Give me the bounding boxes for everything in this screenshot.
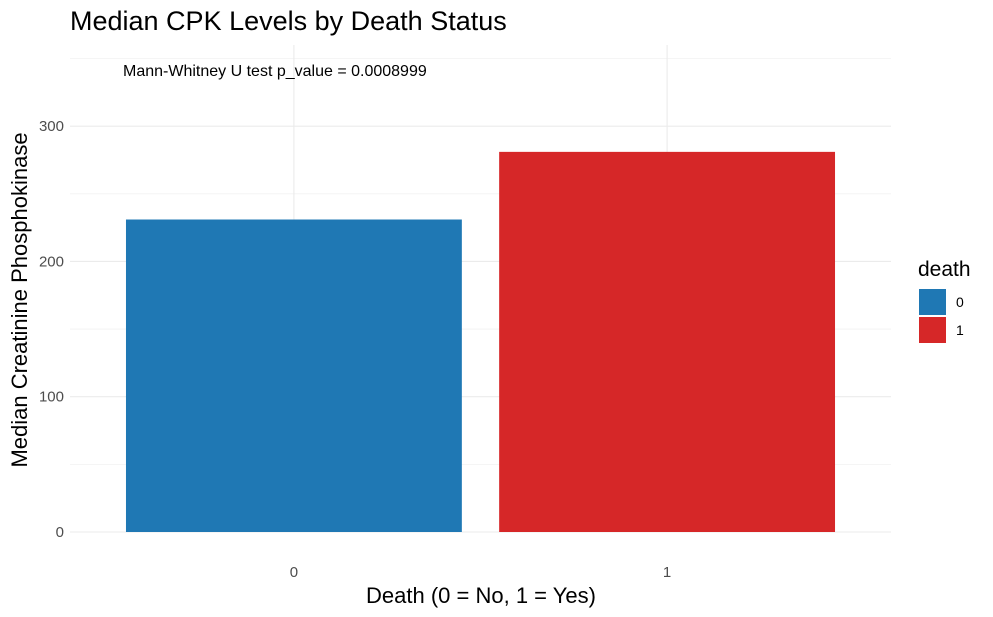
y-tick-label: 300 — [39, 118, 64, 135]
legend-swatch-0 — [919, 289, 946, 315]
p-value-annotation: Mann-Whitney U test p_value = 0.0008999 — [123, 63, 427, 80]
legend-swatch-1 — [919, 317, 946, 343]
legend: death 01 — [918, 258, 971, 343]
x-tick-label: 1 — [663, 564, 671, 581]
y-tick-label: 100 — [39, 389, 64, 406]
legend-entries: 01 — [919, 289, 964, 343]
y-axis-title: Median Creatinine Phosphokinase — [7, 132, 32, 467]
bar-death-1 — [499, 151, 836, 532]
y-tick-label: 0 — [56, 524, 64, 541]
x-tick-label: 0 — [290, 564, 298, 581]
x-axis-title: Death (0 = No, 1 = Yes) — [366, 583, 596, 608]
legend-label-1: 1 — [956, 322, 964, 338]
legend-title: death — [918, 258, 971, 281]
legend-label-0: 0 — [956, 294, 964, 310]
y-axis-ticks: 0 100 200 300 — [39, 118, 64, 541]
bars — [125, 151, 836, 532]
bar-death-0 — [125, 219, 462, 532]
chart-title: Median CPK Levels by Death Status — [70, 6, 507, 36]
y-tick-label: 200 — [39, 253, 64, 270]
